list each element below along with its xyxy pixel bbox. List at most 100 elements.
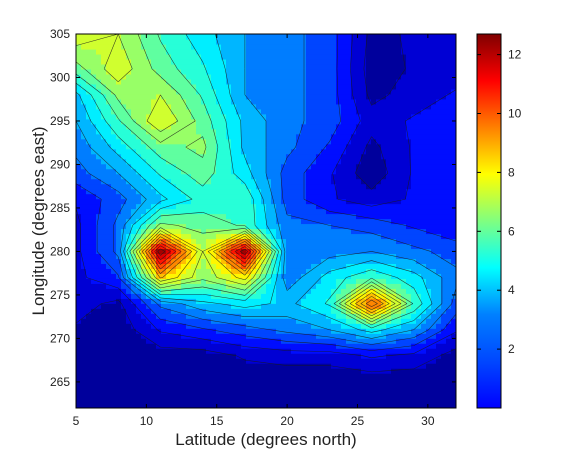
contour-cell (391, 298, 397, 304)
contour-cell (236, 38, 242, 45)
contour-cell (256, 403, 262, 408)
contour-cell (116, 248, 122, 255)
contour-cell (371, 38, 377, 45)
contour-cell (196, 148, 202, 155)
contour-cell (281, 248, 287, 255)
contour-cell (396, 333, 402, 339)
contour-cell (271, 358, 277, 364)
contour-cell (86, 88, 92, 95)
contour-cell (251, 388, 257, 394)
contour-cell (236, 313, 242, 319)
contour-cell (256, 63, 262, 70)
contour-cell (201, 373, 207, 379)
contour-cell (266, 383, 272, 389)
contour-cell (106, 318, 112, 324)
contour-cell (261, 338, 267, 344)
contour-cell (341, 368, 347, 374)
contour-cell (251, 383, 257, 389)
contour-cell (246, 218, 252, 225)
contour-cell (171, 258, 177, 264)
contour-cell (331, 73, 337, 80)
contour-cell (146, 263, 152, 269)
contour-cell (316, 63, 322, 70)
contour-cell (376, 148, 382, 155)
contour-cell (391, 328, 397, 334)
contour-cell (186, 393, 192, 399)
contour-cell (321, 333, 327, 339)
contour-cell (131, 398, 137, 404)
contour-cell (356, 48, 362, 55)
contour-cell (196, 293, 202, 299)
contour-cell (81, 138, 87, 145)
contour-cell (301, 378, 307, 384)
contour-cell (321, 383, 327, 389)
contour-cell (106, 68, 112, 75)
contour-cell (371, 73, 377, 80)
contour-cell (281, 133, 287, 140)
contour-cell (336, 378, 342, 384)
contour-cell (356, 383, 362, 389)
contour-cell (81, 268, 87, 274)
contour-cell (251, 213, 257, 220)
contour-cell (281, 123, 287, 130)
contour-cell (241, 288, 247, 294)
contour-cell (256, 193, 262, 200)
contour-cell (361, 313, 367, 319)
contour-cell (341, 228, 347, 235)
contour-cell (111, 253, 117, 259)
contour-cell (176, 273, 182, 279)
contour-cell (111, 173, 117, 180)
contour-cell (346, 108, 352, 115)
contour-cell (296, 303, 302, 309)
contour-cell (346, 213, 352, 220)
contour-cell (301, 243, 307, 250)
contour-cell (256, 358, 262, 364)
contour-cell (341, 253, 347, 259)
contour-cell (311, 248, 317, 255)
contour-cell (266, 98, 272, 105)
contour-cell (121, 208, 127, 215)
contour-cell (346, 203, 352, 210)
contour-cell (271, 88, 277, 95)
contour-cell (76, 228, 82, 235)
contour-cell (351, 328, 357, 334)
contour-cell (291, 138, 297, 145)
contour-cell (251, 173, 257, 180)
contour-cell (301, 138, 307, 145)
contour-cell (261, 383, 267, 389)
contour-cell (116, 318, 122, 324)
contour-cell (86, 93, 92, 100)
contour-cell (306, 293, 312, 299)
contour-cell (291, 253, 297, 259)
contour-cell (336, 298, 342, 304)
contour-cell (406, 353, 412, 359)
contour-cell (151, 368, 157, 374)
contour-cell (271, 58, 277, 65)
contour-cell (301, 288, 307, 294)
contour-cell (101, 163, 107, 170)
contour-cell (96, 268, 102, 274)
contour-cell (136, 218, 142, 225)
contour-cell (286, 43, 292, 50)
contour-cell (176, 213, 182, 220)
contour-cell (91, 278, 97, 284)
contour-cell (391, 58, 397, 65)
contour-cell (201, 253, 207, 259)
contour-cell (191, 273, 197, 279)
contour-cell (286, 203, 292, 210)
contour-cell (316, 123, 322, 130)
contour-cell (171, 183, 177, 190)
contour-cell (206, 218, 212, 225)
contour-cell (196, 363, 202, 369)
contour-cell (351, 48, 357, 55)
contour-cell (236, 363, 242, 369)
contour-cell (106, 358, 112, 364)
contour-cell (146, 188, 152, 195)
contour-cell (86, 393, 92, 399)
contour-cell (376, 228, 382, 235)
contour-cell (166, 303, 172, 309)
contour-cell (166, 353, 172, 359)
contour-cell (161, 148, 167, 155)
contour-cell (171, 93, 177, 100)
contour-cell (256, 38, 262, 45)
